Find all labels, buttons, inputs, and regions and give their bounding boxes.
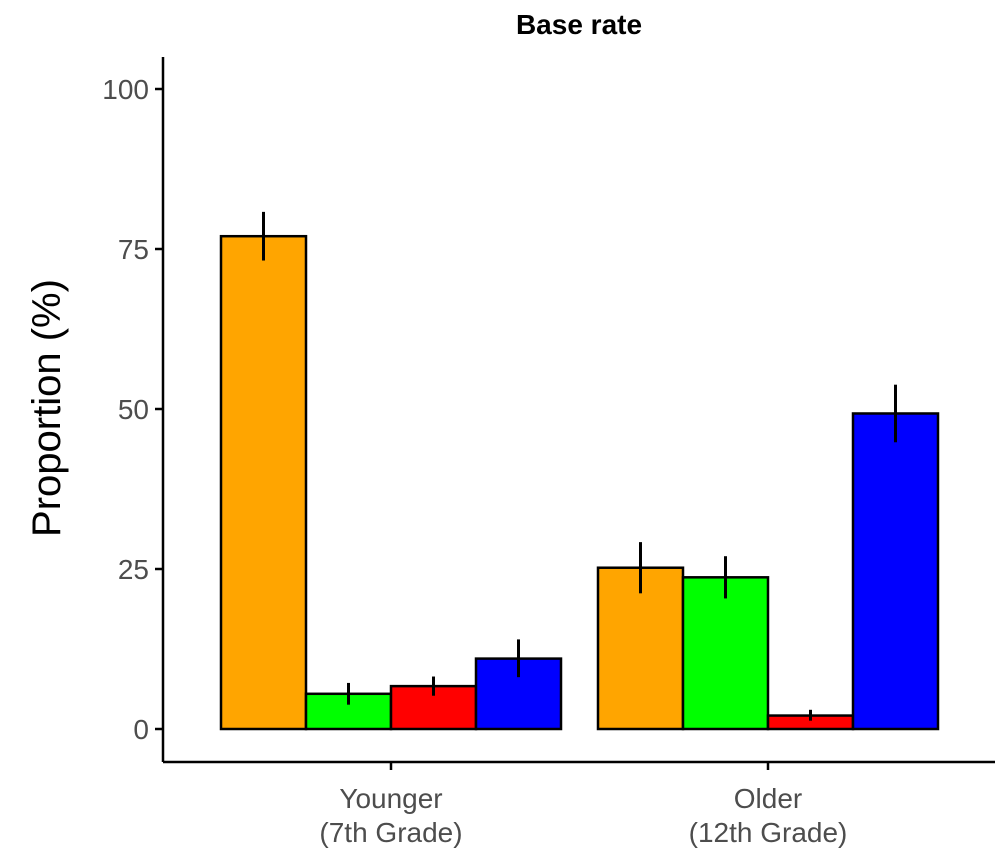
chart-title: Base rate [516, 9, 642, 40]
x-tick-sublabel: (7th Grade) [319, 817, 462, 848]
y-tick-label: 100 [102, 74, 149, 105]
y-axis-label: Proportion (%) [25, 279, 69, 537]
bar [219, 234, 308, 731]
y-tick-label: 0 [133, 714, 149, 745]
x-tick-label: Older [734, 783, 802, 814]
x-tick-label: Younger [339, 783, 442, 814]
y-tick-label: 75 [118, 234, 149, 265]
bars-layer [219, 234, 940, 731]
y-tick-label: 50 [118, 394, 149, 425]
bar [851, 412, 940, 731]
bar [474, 657, 563, 731]
x-axis-ticks: Younger(7th Grade) Older(12th Grade) [319, 762, 847, 848]
y-axis-ticks: 0 25 50 75 100 [102, 74, 163, 745]
bar [681, 576, 770, 731]
y-tick-label: 25 [118, 554, 149, 585]
error-bars-layer [262, 211, 897, 721]
bar [596, 566, 685, 731]
x-tick-sublabel: (12th Grade) [689, 817, 848, 848]
